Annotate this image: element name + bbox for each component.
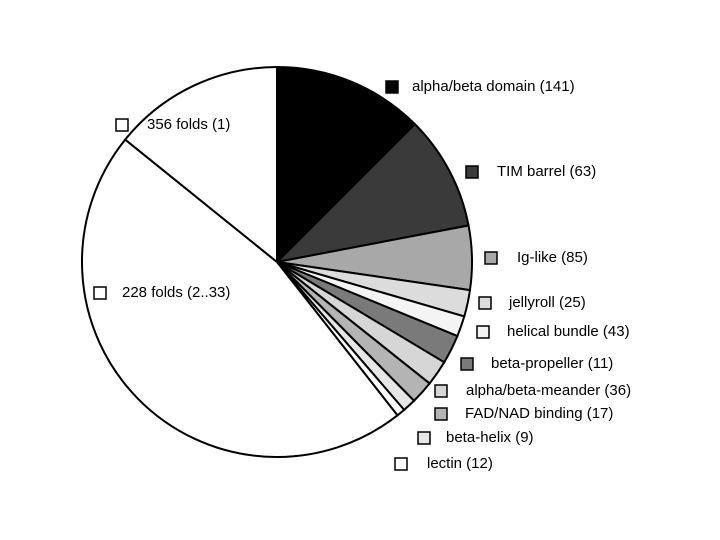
pie-slice [276, 65, 417, 265]
legend-swatch [478, 296, 492, 310]
legend-label: TIM barrel (63) [497, 163, 596, 180]
legend-label: 356 folds (1) [147, 116, 230, 133]
legend-label: FAD/NAD binding (17) [465, 405, 613, 422]
legend-swatch [385, 80, 399, 94]
legend-label: beta-helix (9) [446, 429, 534, 446]
legend-swatch [115, 118, 129, 132]
legend-label: Ig-like (85) [517, 249, 588, 266]
pie-slice [123, 65, 278, 265]
legend-label: 228 folds (2..33) [122, 284, 230, 301]
legend-label: alpha/beta-meander (36) [466, 382, 631, 399]
legend-swatch [394, 457, 408, 471]
pie-slice [273, 122, 470, 264]
legend-swatch [434, 384, 448, 398]
legend-swatch [476, 325, 490, 339]
legend-swatch [484, 251, 498, 265]
legend-swatch [460, 357, 474, 371]
pie-slice [81, 138, 399, 458]
legend-swatch [417, 431, 431, 445]
legend-swatch [93, 286, 107, 300]
legend-label: helical bundle (43) [507, 323, 630, 340]
legend-label: lectin (12) [427, 455, 493, 472]
legend-swatch [434, 407, 448, 421]
legend-label: alpha/beta domain (141) [412, 78, 575, 95]
legend-label: beta-propeller (11) [491, 355, 613, 372]
legend-label: jellyroll (25) [508, 294, 586, 311]
legend-swatch [465, 165, 479, 179]
